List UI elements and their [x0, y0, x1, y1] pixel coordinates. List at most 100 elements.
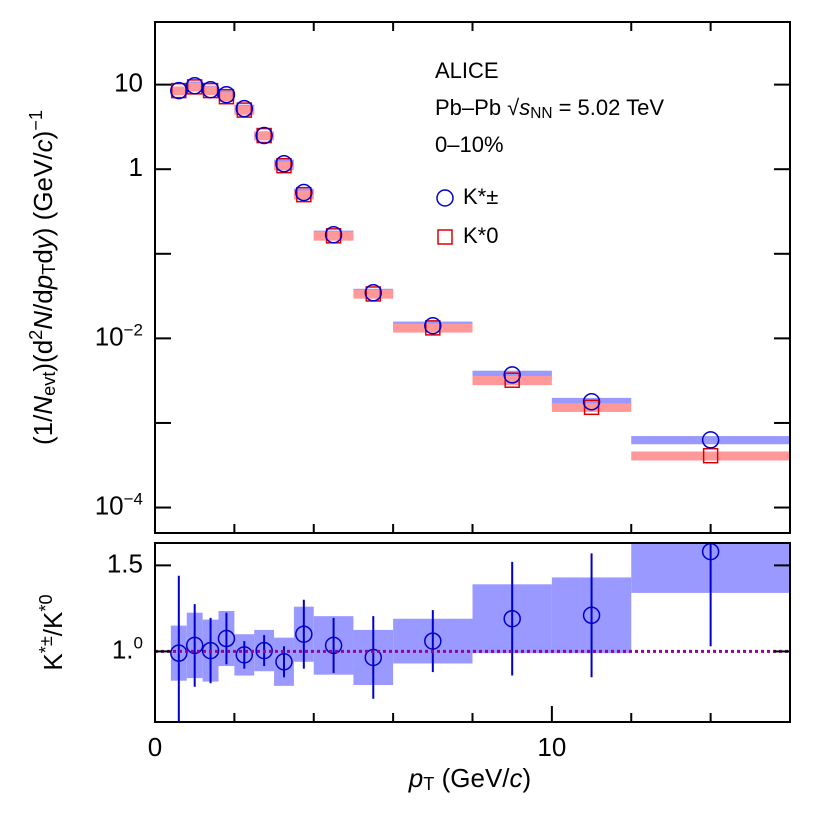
sys-box — [254, 131, 275, 141]
marker — [235, 646, 254, 664]
marker — [582, 393, 601, 411]
sys-box — [551, 397, 632, 407]
marker — [171, 82, 187, 99]
sys-box — [218, 92, 235, 102]
rich-text: (1/Nevt)(d2N/dpTdy) (GeV/c)−1 — [26, 110, 59, 445]
sys-box — [170, 86, 187, 96]
marker — [185, 636, 204, 655]
marker — [275, 155, 293, 173]
text-part: −2 — [124, 320, 143, 339]
text-part: Pb–Pb √ — [435, 95, 520, 120]
x-tick-label: 0 — [148, 732, 162, 762]
marker — [583, 399, 600, 416]
text-part: 10 — [95, 321, 124, 351]
text-part: N — [28, 396, 58, 415]
text-part: N — [28, 311, 58, 330]
sys-box — [393, 323, 473, 333]
marker — [170, 644, 188, 662]
text-part: p — [408, 763, 423, 793]
marker — [235, 99, 254, 118]
sys-box — [631, 436, 790, 445]
marker — [170, 81, 188, 100]
text-part: T — [423, 774, 434, 794]
marker — [295, 625, 313, 643]
text-part: = 5.02 TeV — [552, 95, 664, 120]
text-part: d — [28, 249, 58, 263]
text-part: p — [28, 275, 58, 290]
marker — [256, 127, 272, 144]
sys-box — [202, 86, 219, 96]
text-part: y — [28, 234, 58, 251]
sys-box — [353, 289, 394, 299]
marker — [364, 284, 383, 302]
text-part: evt — [39, 372, 59, 396]
sys-box — [472, 375, 552, 386]
text-part: 10 — [95, 490, 124, 520]
legend-label: K*± — [463, 184, 498, 209]
text-part: 0–10% — [435, 132, 504, 157]
legend-marker — [436, 189, 454, 207]
y-tick-label: 1 — [129, 152, 143, 182]
marker — [702, 447, 719, 464]
rich-text: ALICE — [435, 58, 499, 83]
text-part: 1. — [112, 634, 134, 664]
text-part: −1 — [26, 110, 46, 131]
text-part: ) — [28, 131, 58, 140]
sys-box — [186, 82, 203, 92]
marker — [185, 76, 204, 95]
marker — [275, 653, 293, 671]
panel — [170, 543, 790, 722]
y-tick-label: 1.5 — [107, 548, 143, 578]
marker — [217, 629, 236, 648]
marker — [201, 641, 220, 660]
rich-text: 0–10% — [435, 132, 504, 157]
text-part: )(d — [28, 340, 58, 372]
marker — [364, 648, 383, 667]
text-part: *0 — [36, 594, 56, 611]
panel — [170, 76, 790, 464]
y-tick-label: 10−2 — [95, 320, 143, 351]
text-part: NN — [530, 105, 552, 122]
sys-box — [293, 190, 314, 200]
text-part: 2 — [26, 330, 46, 340]
rich-text: pT (GeV/c) — [408, 763, 531, 794]
x-tick-label: 10 — [537, 732, 566, 762]
y-tick-label: 10−4 — [95, 489, 143, 520]
marker — [201, 80, 220, 99]
legend-label: K*0 — [463, 223, 498, 248]
text-part: (1/ — [28, 414, 58, 445]
legend-marker — [437, 229, 453, 245]
sys-box — [551, 403, 632, 412]
text-part: −4 — [124, 489, 143, 508]
marker — [217, 85, 236, 104]
rich-text: Pb–Pb √sNN = 5.02 TeV — [435, 95, 664, 122]
marker — [504, 372, 520, 388]
sys-box — [274, 161, 294, 171]
marker — [255, 126, 273, 145]
sys-box — [234, 105, 255, 115]
text-part: ALICE — [435, 58, 499, 83]
text-part: *± — [36, 636, 56, 653]
marker — [424, 632, 442, 650]
marker — [503, 609, 521, 628]
y-tick-label: 10 — [114, 67, 143, 97]
marker — [324, 225, 343, 244]
marker — [276, 157, 292, 174]
text-part: T — [39, 264, 59, 275]
text-part: /K — [38, 611, 68, 636]
text-part: c — [510, 763, 523, 793]
text-part: (GeV/ — [434, 763, 510, 793]
marker — [324, 636, 343, 655]
text-part: /d — [28, 289, 58, 311]
text-part: ) — [523, 763, 532, 793]
text-part: c — [28, 139, 58, 152]
sys-box — [631, 451, 790, 461]
marker — [701, 431, 720, 449]
sys-box — [313, 231, 354, 241]
sys-box — [472, 370, 552, 380]
marker — [424, 317, 442, 335]
marker — [255, 641, 273, 660]
y-tick-label: 1.0 — [112, 633, 143, 664]
marker — [503, 366, 521, 384]
